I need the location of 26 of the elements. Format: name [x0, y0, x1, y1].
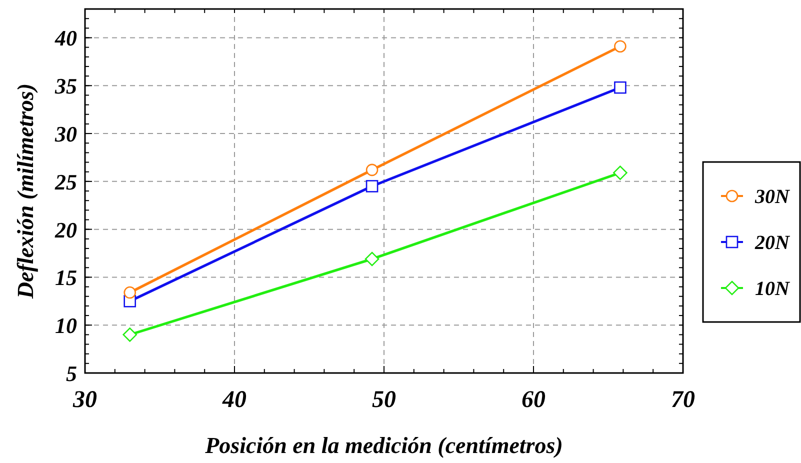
x-tick-label: 70: [671, 387, 695, 413]
x-tick-label: 60: [522, 387, 546, 413]
point: [613, 166, 628, 180]
legend-label: 30N: [754, 186, 791, 208]
point: [614, 81, 626, 94]
y-tick-label: 35: [54, 74, 77, 99]
y-tick-label: 40: [54, 26, 77, 51]
legend-label: 20N: [754, 232, 791, 254]
point: [122, 328, 137, 342]
y-tick-label: 25: [54, 169, 77, 194]
y-axis-title: Deflexión (milímetros): [13, 83, 38, 300]
y-tick-label: 30: [54, 122, 77, 147]
x-axis-title: Posición en la medición (centímetros): [204, 433, 563, 458]
x-tick-label: 40: [222, 387, 246, 413]
y-tick-label: 5: [66, 361, 77, 386]
point: [124, 286, 136, 299]
point: [366, 164, 378, 176]
point: [364, 252, 380, 266]
y-tick-label: 20: [54, 217, 77, 242]
point: [614, 40, 626, 53]
x-tick-label: 50: [372, 387, 396, 413]
x-tick-label: 30: [72, 387, 97, 413]
point: [366, 180, 378, 192]
y-tick-label: 10: [55, 313, 77, 338]
y-tick-label: 15: [55, 265, 77, 290]
legend-label: 10N: [755, 278, 791, 300]
